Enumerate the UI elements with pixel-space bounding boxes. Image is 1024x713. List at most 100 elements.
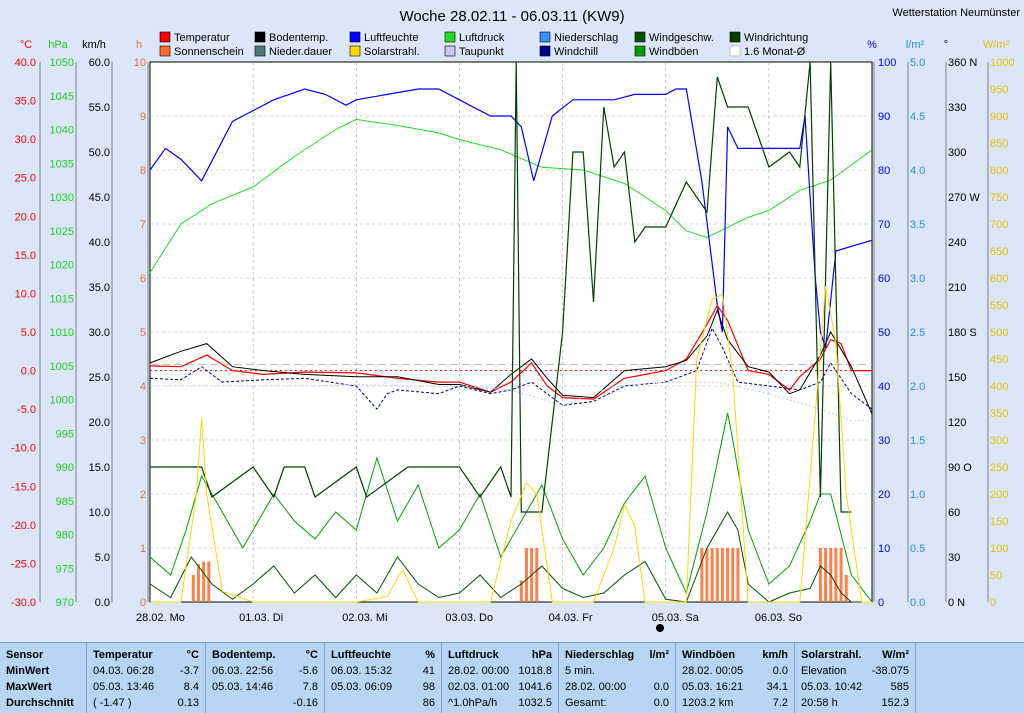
axis-tick-solar: 550 — [990, 300, 1008, 312]
stats-unit: l/m² — [649, 649, 669, 661]
axis-tick-direction: 0 N — [948, 597, 965, 609]
axis-tick-wind: 0.0 — [95, 597, 110, 609]
stats-time: 1203.2 km — [682, 697, 734, 709]
axis-tick-solar: 0 — [990, 597, 996, 609]
axis-tick-solar: 50 — [990, 570, 1002, 582]
axis-tick-solar: 650 — [990, 246, 1008, 258]
stats-time: 05.03. 10:42 — [801, 681, 863, 693]
chart-axes: °C40.035.030.025.020.015.010.05.00.0-5.0… — [11, 39, 1015, 609]
humidity-series — [149, 88, 873, 349]
wind-gust-series — [149, 412, 873, 603]
stats-unit: °C — [305, 649, 318, 661]
stats-value: -5.6 — [299, 665, 318, 677]
legend-swatch — [539, 45, 551, 57]
legend-label: Luftdruck — [459, 32, 505, 44]
axis-tick-wind: 10.0 — [89, 507, 110, 519]
sunshine-bar — [196, 564, 200, 602]
axis-unit-temp: °C — [20, 39, 32, 51]
stats-windboen: Windböen km/h 28.02. 00:05 0.0 05.03. 16… — [676, 643, 795, 713]
x-tick-label: 01.03. Di — [239, 612, 283, 624]
chart-legend: Temperatur Sonnenschein Bodentemp. Nieder.d… — [159, 31, 808, 58]
x-tick-label: 28.02. Mo — [136, 612, 185, 624]
sunshine-bar — [207, 561, 211, 602]
stats-time: ^1.0hPa/h — [448, 697, 498, 709]
stats-value: 152.3 — [881, 697, 909, 709]
stats-time: 05.03. 16:21 — [682, 681, 744, 693]
axis-tick-direction: 30 — [948, 552, 960, 564]
stats-unit: hPa — [531, 649, 552, 661]
axis-tick-solar: 750 — [990, 192, 1008, 204]
axis-tick-wind: 5.0 — [95, 552, 110, 564]
axis-tick-hours: 7 — [140, 219, 146, 231]
legend-label: Luftfeuchte — [364, 32, 418, 44]
x-tick-label: 06.03. So — [755, 612, 802, 624]
sunshine-bar — [715, 548, 719, 602]
axis-tick-solar: 950 — [990, 84, 1008, 96]
axis-tick-humidity: 30 — [878, 435, 890, 447]
stats-time: 05.03. 14:46 — [212, 681, 274, 693]
axis-tick-pressure: 980 — [56, 530, 74, 542]
legend-swatch — [729, 45, 741, 57]
axis-unit-humidity: % — [867, 39, 877, 51]
sunshine-bar — [818, 548, 822, 602]
axis-tick-solar: 1000 — [990, 57, 1014, 69]
sunshine-bar — [519, 580, 523, 602]
legend-swatch — [444, 31, 456, 43]
stats-unit: % — [425, 649, 435, 661]
legend-label: Taupunkt — [459, 46, 504, 58]
stats-temperatur: Temperatur °C 04.03. 06:28 -3.7 05.03. 1… — [87, 643, 206, 713]
axis-tick-direction: 180 S — [948, 327, 977, 339]
sunshine-bar — [524, 548, 528, 602]
axis-tick-temp: 30.0 — [15, 134, 36, 146]
axis-tick-wind: 35.0 — [89, 282, 110, 294]
stats-time: 28.02. 00:00 — [565, 681, 627, 693]
legend-label: Nieder.dauer — [269, 46, 332, 58]
sunshine-bar — [202, 561, 206, 602]
stats-value: 34.1 — [766, 681, 788, 693]
axis-tick-pressure: 1050 — [50, 57, 74, 69]
axis-tick-rain: 0.5 — [910, 543, 925, 555]
legend-label: Windchill — [554, 46, 598, 58]
axis-tick-pressure: 970 — [56, 597, 74, 609]
stats-value: -3.7 — [180, 665, 199, 677]
legend-swatch — [729, 31, 741, 43]
stats-time: Gesamt: — [565, 697, 607, 709]
axis-tick-direction: 300 — [948, 147, 966, 159]
stats-header: Luftdruck — [448, 649, 499, 661]
axis-tick-rain: 5.0 — [910, 57, 925, 69]
sunshine-bar — [700, 548, 704, 602]
chart-title: Woche 28.02.11 - 06.03.11 (KW9) — [399, 8, 624, 25]
legend-label: Sonnenschein — [174, 46, 244, 58]
stats-time: 04.03. 06:28 — [93, 665, 155, 677]
stats-value: 8.4 — [183, 681, 199, 693]
axis-tick-pressure: 1015 — [50, 293, 74, 305]
stats-value: 7.8 — [302, 681, 318, 693]
pressure-series — [149, 118, 873, 273]
stats-header: Niederschlag — [565, 649, 635, 661]
axis-tick-solar: 200 — [990, 489, 1008, 501]
axis-tick-rain: 0.0 — [910, 597, 925, 609]
x-tick-label: 04.03. Fr — [549, 612, 593, 624]
axis-tick-wind: 60.0 — [89, 57, 110, 69]
axis-tick-temp: -5.0 — [17, 404, 36, 416]
wind-direction-series — [150, 61, 852, 513]
axis-unit-hours: h — [136, 39, 142, 51]
legend-swatch — [349, 45, 361, 57]
axis-tick-rain: 1.5 — [910, 435, 925, 447]
stats-value: 0.13 — [177, 697, 199, 709]
stats-value: 1032.5 — [518, 697, 552, 709]
axis-tick-solar: 250 — [990, 462, 1008, 474]
stats-value: 585 — [890, 681, 909, 693]
legend-label: Solarstrahl. — [364, 46, 420, 58]
axis-tick-temp: -10.0 — [11, 443, 36, 455]
axis-tick-solar: 450 — [990, 354, 1008, 366]
axis-tick-temp: 20.0 — [15, 211, 36, 223]
sunshine-bar — [726, 548, 730, 602]
stats-row-label: Durchschnitt — [6, 697, 74, 709]
stats-value: 7.2 — [772, 697, 788, 709]
legend-swatch — [444, 45, 456, 57]
stats-value: 1018.8 — [518, 665, 552, 677]
stats-unit: km/h — [762, 649, 788, 661]
stats-niederschlag: Niederschlag l/m² 5 min. 28.02. 00:00 0.… — [559, 643, 676, 713]
axis-tick-wind: 55.0 — [89, 102, 110, 114]
